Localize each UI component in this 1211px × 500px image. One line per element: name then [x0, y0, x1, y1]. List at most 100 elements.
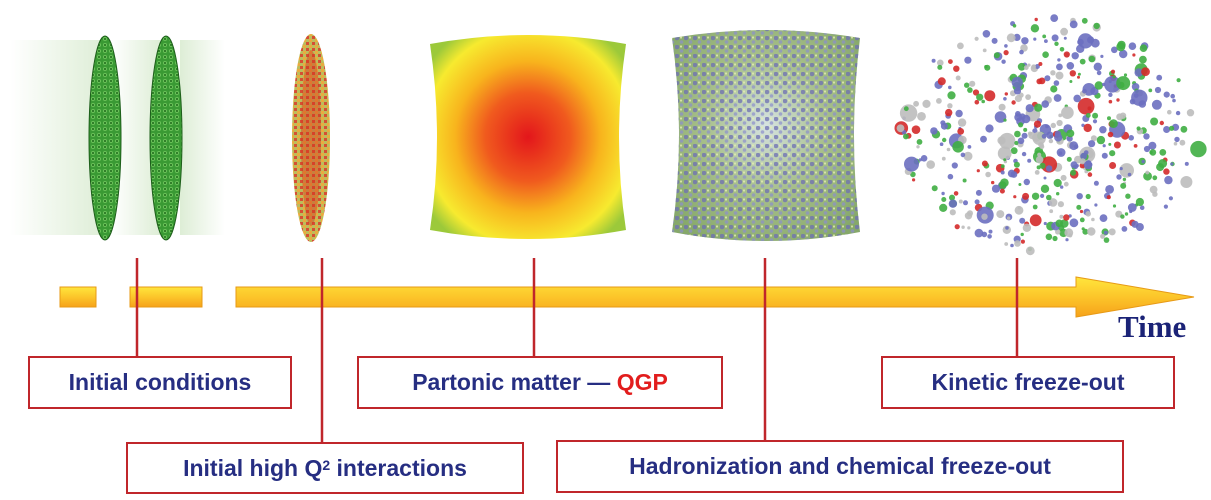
particle [1045, 233, 1053, 241]
particle [1109, 162, 1117, 169]
particle [1159, 149, 1167, 156]
particle [1148, 88, 1153, 93]
particle [1077, 75, 1080, 79]
nucleus-collision-icon [292, 34, 330, 242]
particle [1057, 201, 1064, 208]
particle [974, 36, 979, 41]
particle [1076, 193, 1083, 200]
particle [1180, 176, 1193, 188]
particle [1052, 235, 1058, 242]
particle [1163, 91, 1170, 98]
particle [1149, 185, 1158, 194]
particle [1119, 49, 1128, 59]
particle [1046, 194, 1052, 201]
particle [1103, 230, 1108, 235]
particle [1085, 193, 1091, 200]
particle [1127, 172, 1132, 177]
particle [1102, 82, 1106, 87]
particle [1122, 177, 1127, 182]
particle [1050, 14, 1059, 22]
particle [947, 173, 954, 180]
particle [1055, 219, 1064, 228]
particle [1123, 73, 1128, 77]
particle [1099, 126, 1107, 134]
particle [953, 191, 959, 196]
particle [976, 93, 984, 101]
label-kinetic-freeze-out: Kinetic freeze-out [881, 356, 1175, 409]
particle [1023, 65, 1029, 70]
particle [1186, 109, 1195, 117]
particle [1055, 71, 1064, 80]
particle [1134, 68, 1143, 77]
particle [1104, 76, 1121, 93]
particle [1106, 195, 1111, 200]
particle [912, 178, 916, 182]
particle [967, 87, 973, 93]
particle [1150, 117, 1159, 126]
particle [1019, 217, 1026, 224]
particle [1082, 88, 1087, 94]
label-kinetic-freeze-out-text: Kinetic freeze-out [931, 369, 1125, 395]
particle [1085, 113, 1091, 118]
particle [1136, 126, 1141, 131]
particle [1043, 176, 1047, 180]
particle [948, 85, 952, 90]
particle [1018, 183, 1022, 186]
particle [1018, 122, 1024, 128]
particle [1120, 182, 1127, 189]
particle [1034, 64, 1040, 69]
particle [1037, 152, 1042, 157]
particle [1109, 119, 1118, 128]
particle [1032, 204, 1038, 210]
particle [1010, 243, 1014, 248]
particle [1063, 214, 1070, 221]
particle [997, 146, 1012, 161]
particle [1063, 181, 1069, 187]
particle [1132, 53, 1136, 57]
particle [1025, 94, 1031, 100]
particle [991, 184, 1001, 193]
particle [1073, 94, 1081, 103]
particle [1094, 81, 1104, 90]
particle [988, 229, 993, 234]
label-initial-high-q2-sup: 2 [322, 457, 331, 473]
particle [1105, 185, 1114, 194]
label-initial-high-q2-tail: interactions [330, 454, 467, 481]
particle [1169, 125, 1175, 131]
particle [1065, 238, 1069, 242]
particle [1110, 69, 1116, 74]
particle [1013, 195, 1017, 199]
particle [1141, 67, 1150, 77]
particle [958, 199, 963, 204]
particle [981, 213, 988, 220]
particle [1048, 198, 1058, 207]
particle [1139, 55, 1147, 64]
particle [1005, 226, 1009, 230]
particle [1092, 112, 1099, 119]
particle [1172, 98, 1176, 103]
particle [1056, 119, 1063, 127]
particle [974, 228, 984, 238]
particle [948, 59, 953, 64]
particle [1112, 204, 1117, 208]
particle [1190, 140, 1207, 158]
particle [1081, 123, 1085, 128]
particle [1131, 89, 1148, 106]
particle [913, 100, 919, 107]
particle [952, 141, 964, 153]
label-partonic-matter-text: Partonic matter — [412, 369, 617, 395]
particle [1148, 141, 1157, 150]
label-initial-high-q2-text: Initial high Q [183, 454, 323, 481]
particle [949, 194, 955, 201]
particle [930, 127, 938, 135]
particle [1025, 104, 1034, 113]
particle [1050, 122, 1057, 129]
particle [1108, 99, 1113, 104]
particle [1059, 214, 1064, 219]
particle [984, 90, 996, 102]
particle [1094, 203, 1098, 207]
particle [899, 104, 918, 122]
particle [974, 99, 980, 105]
particle [1108, 142, 1112, 146]
